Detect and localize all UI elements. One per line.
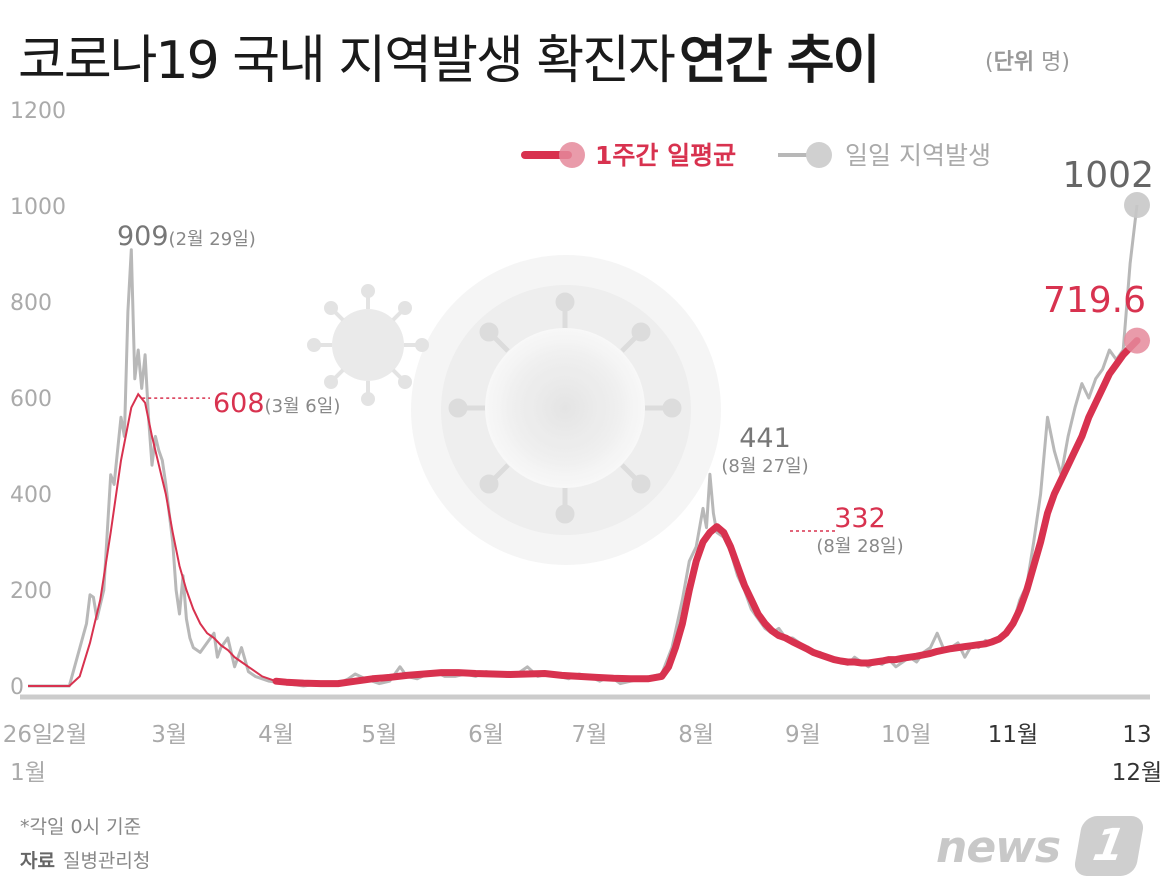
annotation-daily-peak2-note: (8월 27일): [721, 456, 808, 477]
legend: 1주간 일평균 일일 지역발생: [521, 141, 991, 170]
x-tick-label: 10월: [881, 722, 931, 748]
logo-text: news: [936, 822, 1061, 873]
title-bold: 연간 추이: [678, 31, 880, 91]
source-label: 자료: [20, 850, 55, 872]
annotation-avg-peak1-note: (3월 6일): [265, 396, 341, 417]
chart-title: 코로나19 국내 지역발생 확진자 연간 추이: [18, 18, 880, 93]
x-tick-label: 8월: [678, 722, 714, 748]
x-tick-sublabel: 12월: [1112, 760, 1162, 786]
daily-last-point: [1124, 192, 1150, 219]
annotation-daily-peak2-value: 441: [739, 423, 791, 454]
series-weekly-line: [272, 337, 1141, 688]
unit-label: 단위: [993, 50, 1035, 75]
x-tick-label: 4월: [258, 722, 294, 748]
x-tick-label: 2월: [51, 722, 87, 748]
x-tick-sublabel: 1월: [10, 760, 46, 786]
y-tick-label: 1200: [10, 99, 66, 124]
source-value: 질병관리청: [62, 850, 151, 872]
x-tick-label: 11월: [988, 722, 1038, 748]
legend-weekly-marker: [559, 142, 585, 168]
annotation-avg-peak2-note: (8월 28일): [816, 536, 903, 557]
annotation-daily-peak1-note: (2월 29일): [169, 229, 256, 250]
x-tick-label: 5월: [361, 722, 397, 748]
virus-background-icon: [307, 255, 721, 565]
annotation-daily-peak1: 909(2월 29일): [117, 221, 256, 252]
annotation-avg-peak1: 608(3월 6일): [213, 388, 340, 419]
annotation-daily-peak1-value: 909: [117, 221, 169, 252]
annotation-layer: 909(2월 29일) 608(3월 6일) 441(8월 27일) 332(8월 2…: [117, 155, 1154, 557]
y-tick-label: 0: [10, 675, 24, 700]
legend-daily-label: 일일 지역발생: [845, 141, 991, 170]
y-tick-label: 400: [10, 483, 52, 508]
unit-note: (단위 명): [985, 50, 1070, 75]
series-layer: [28, 192, 1150, 688]
y-tick-label: 600: [10, 387, 52, 412]
y-tick-label: 800: [10, 291, 52, 316]
x-tick-label: 7월: [571, 722, 607, 748]
x-tick-label: 3월: [151, 722, 187, 748]
annotation-daily-last: 1002: [1062, 155, 1154, 196]
x-tick-label: 9월: [785, 722, 821, 748]
series-daily-line: [28, 204, 1139, 688]
source: 자료 질병관리청: [20, 846, 150, 873]
weekly-last-point: [1124, 327, 1150, 354]
annotation-avg-last: 719.6: [1043, 280, 1146, 321]
x-tick-label: 13: [1122, 722, 1151, 748]
annotation-avg-peak1-value: 608: [213, 388, 265, 419]
footnote: *각일 0시 기준: [20, 816, 142, 838]
x-tick-label: 26일: [3, 722, 53, 748]
legend-weekly-label: 1주간 일평균: [595, 141, 736, 170]
y-tick-label: 200: [10, 579, 52, 604]
legend-daily-marker: [806, 142, 832, 168]
logo-badge: 1: [1072, 816, 1146, 876]
y-tick-label: 1000: [10, 195, 66, 220]
unit-value: 명: [1041, 50, 1062, 75]
title-main: 코로나19 국내 지역발생 확진자: [18, 31, 676, 91]
series-weekly-line-early: [28, 392, 277, 687]
annotation-avg-peak2-value: 332: [834, 503, 886, 534]
x-tick-label: 6월: [468, 722, 504, 748]
y-axis: 0 200 400 600 800 1000 1200: [10, 99, 66, 700]
news1-logo: news 1: [936, 816, 1146, 876]
